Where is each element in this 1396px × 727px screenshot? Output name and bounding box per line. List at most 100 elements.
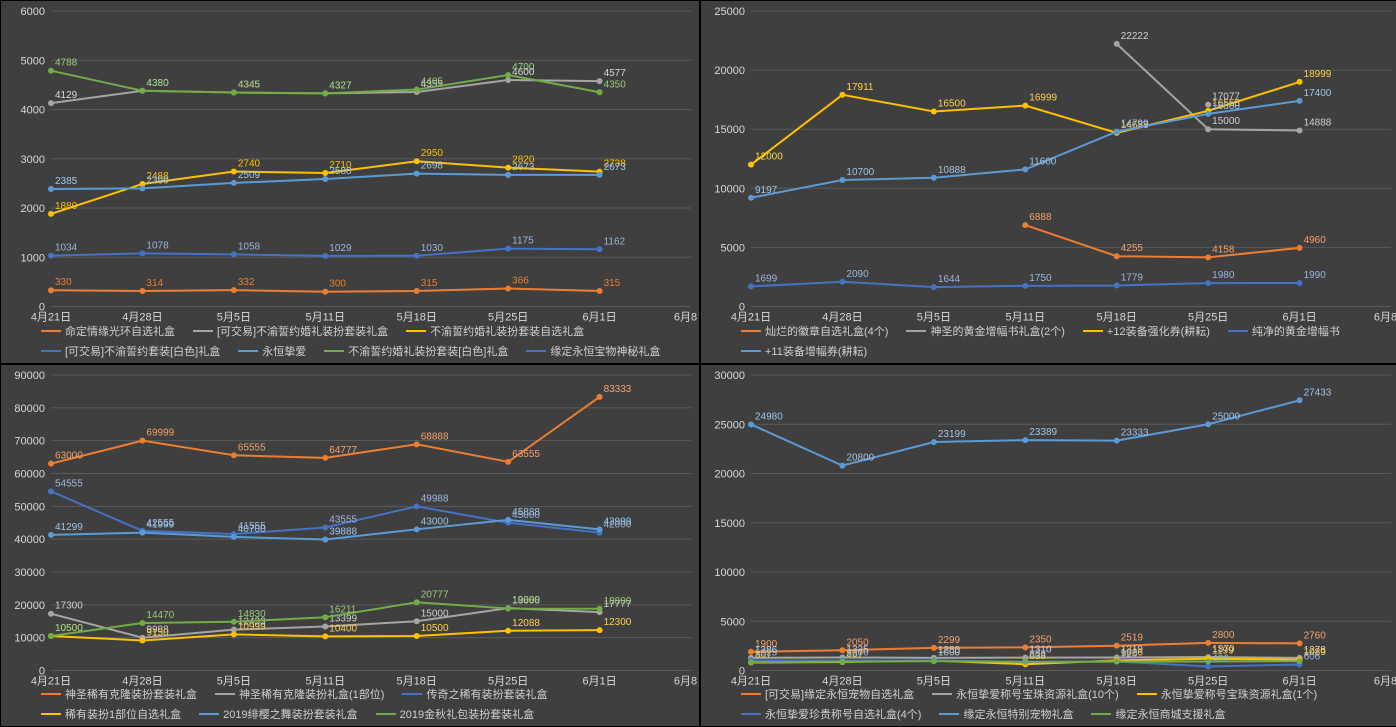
data-point xyxy=(1022,222,1028,228)
legend-item[interactable]: 纯净的黄金增幅书 xyxy=(1228,323,1340,339)
value-label: 888 xyxy=(1029,648,1046,659)
legend-item[interactable]: [可交易]不渝誓约套装[白色]礼盒 xyxy=(41,343,220,359)
data-point xyxy=(231,180,237,186)
legend-label: 不渝誓约婚礼装扮套装[白色]礼盒 xyxy=(348,343,508,359)
y-tick-label: 70000 xyxy=(14,435,45,447)
data-point xyxy=(505,516,511,522)
data-point xyxy=(139,637,145,643)
value-label: 10500 xyxy=(421,623,449,634)
legend-swatch xyxy=(41,693,61,695)
value-label: 2385 xyxy=(55,176,78,187)
data-point xyxy=(322,176,328,182)
legend-item[interactable]: 稀有装扮1部位自选礼盒 xyxy=(41,706,181,722)
legend-item[interactable]: 缘定永恒商城支援礼盒 xyxy=(1091,706,1225,722)
data-point xyxy=(597,393,603,399)
value-label: 68888 xyxy=(421,431,449,442)
value-label: 2399 xyxy=(146,175,169,186)
value-label: 40700 xyxy=(238,523,266,534)
value-label: 63555 xyxy=(512,448,540,459)
data-point xyxy=(931,108,937,114)
data-point xyxy=(1297,128,1303,134)
data-point xyxy=(414,503,420,509)
legend-swatch xyxy=(1083,330,1103,332)
data-point xyxy=(505,246,511,252)
data-point xyxy=(1114,253,1120,259)
y-tick-label: 50000 xyxy=(14,501,45,513)
value-label: 2090 xyxy=(846,269,869,280)
legend-swatch xyxy=(41,330,61,332)
legend-item[interactable]: 永恒挚爱 xyxy=(238,343,306,359)
legend-swatch xyxy=(741,693,761,695)
value-label: 1025 xyxy=(755,647,778,658)
value-label: 1078 xyxy=(146,240,169,251)
value-label: 20800 xyxy=(846,452,874,463)
data-point xyxy=(139,88,145,94)
data-point xyxy=(1022,283,1028,289)
legend-item[interactable]: 命定情缘光环自选礼盒 xyxy=(41,323,175,339)
legend-swatch xyxy=(41,350,61,352)
legend-item[interactable]: 灿烂的徽章自选礼盒(4个) xyxy=(741,323,888,339)
data-point xyxy=(231,452,237,458)
legend-item[interactable]: 2019绯樱之舞装扮套装礼盒 xyxy=(199,706,357,722)
data-point xyxy=(414,599,420,605)
legend-swatch xyxy=(199,713,219,715)
legend-swatch xyxy=(238,350,258,352)
y-tick-label: 20000 xyxy=(14,599,45,611)
data-point xyxy=(931,644,937,650)
data-point xyxy=(48,211,54,217)
legend-item[interactable]: +12装备强化券(耕耘) xyxy=(1083,323,1210,339)
value-label: 4327 xyxy=(329,80,352,91)
value-label: 4788 xyxy=(55,58,78,69)
value-label: 9150 xyxy=(146,627,169,638)
chart-legend: 神圣稀有克隆装扮套装礼盒 神圣稀有克隆装扮礼盒(1部位) 传奇之稀有装扮套装礼盒稀有… xyxy=(41,686,691,722)
value-label: 1990 xyxy=(1304,270,1327,281)
legend-item[interactable]: 不渝誓约婚礼装扮套装[白色]礼盒 xyxy=(324,343,508,359)
data-point xyxy=(597,172,603,178)
legend-item[interactable]: 永恒挚爱称号宝珠资源礼盒(1个) xyxy=(1137,686,1317,702)
legend-label: 缘定永恒特别宠物礼盒 xyxy=(963,706,1073,722)
legend-item[interactable]: 缘定永恒特别宠物礼盒 xyxy=(939,706,1073,722)
y-tick-label: 15000 xyxy=(714,124,745,136)
legend-swatch xyxy=(215,693,235,695)
data-point xyxy=(139,185,145,191)
series-line xyxy=(1117,44,1300,131)
value-label: 10500 xyxy=(55,623,83,634)
y-tick-label: 10000 xyxy=(14,632,45,644)
legend-label: 灿烂的徽章自选礼盒(4个) xyxy=(765,323,888,339)
value-label: 12000 xyxy=(755,152,783,163)
data-point xyxy=(414,618,420,624)
legend-item[interactable]: 2019金秋礼包装扮套装礼盒 xyxy=(376,706,534,722)
data-point xyxy=(1205,254,1211,260)
legend-item[interactable]: 不渝誓约婚礼装扮套装自选礼盒 xyxy=(406,323,584,339)
legend-swatch xyxy=(376,713,396,715)
value-label: 83333 xyxy=(604,383,632,394)
legend-item[interactable]: 永恒挚爱称号宝珠资源礼盒(10个) xyxy=(932,686,1119,702)
value-label: 12088 xyxy=(512,617,540,628)
legend-item[interactable]: 神圣稀有克隆装扮礼盒(1部位) xyxy=(215,686,384,702)
legend-item[interactable]: 永恒挚爱珍贵称号自选礼盒(4个) xyxy=(741,706,921,722)
legend-item[interactable]: [可交易]不渝誓约婚礼装扮套装礼盒 xyxy=(193,323,388,339)
data-point xyxy=(839,658,845,664)
value-label: 65555 xyxy=(238,442,266,453)
data-point xyxy=(1114,282,1120,288)
data-point xyxy=(231,251,237,257)
legend-item[interactable]: 神圣稀有克隆装扮套装礼盒 xyxy=(41,686,197,702)
legend-swatch xyxy=(906,330,926,332)
legend-swatch xyxy=(1091,713,1111,715)
value-label: 2519 xyxy=(1121,632,1144,643)
value-label: 43555 xyxy=(329,514,357,525)
data-point xyxy=(597,605,603,611)
value-label: 1162 xyxy=(604,236,626,247)
legend-swatch xyxy=(741,350,761,352)
legend-item[interactable]: [可交易]缘定永恒宠物自选礼盒 xyxy=(741,686,914,702)
legend-item[interactable]: +11装备增幅券(耕耘) xyxy=(741,343,867,359)
data-point xyxy=(1297,658,1303,664)
legend-item[interactable]: 传奇之稀有装扮套装礼盒 xyxy=(402,686,547,702)
data-point xyxy=(1205,126,1211,132)
value-label: 54555 xyxy=(55,478,83,489)
legend-swatch xyxy=(932,693,952,695)
legend-item[interactable]: 神圣的黄金增幅书礼盒(2个) xyxy=(906,323,1064,339)
legend-label: 神圣稀有克隆装扮礼盒(1部位) xyxy=(239,686,384,702)
data-point xyxy=(748,659,754,665)
legend-item[interactable]: 缘定永恒宝物神秘礼盒 xyxy=(526,343,660,359)
